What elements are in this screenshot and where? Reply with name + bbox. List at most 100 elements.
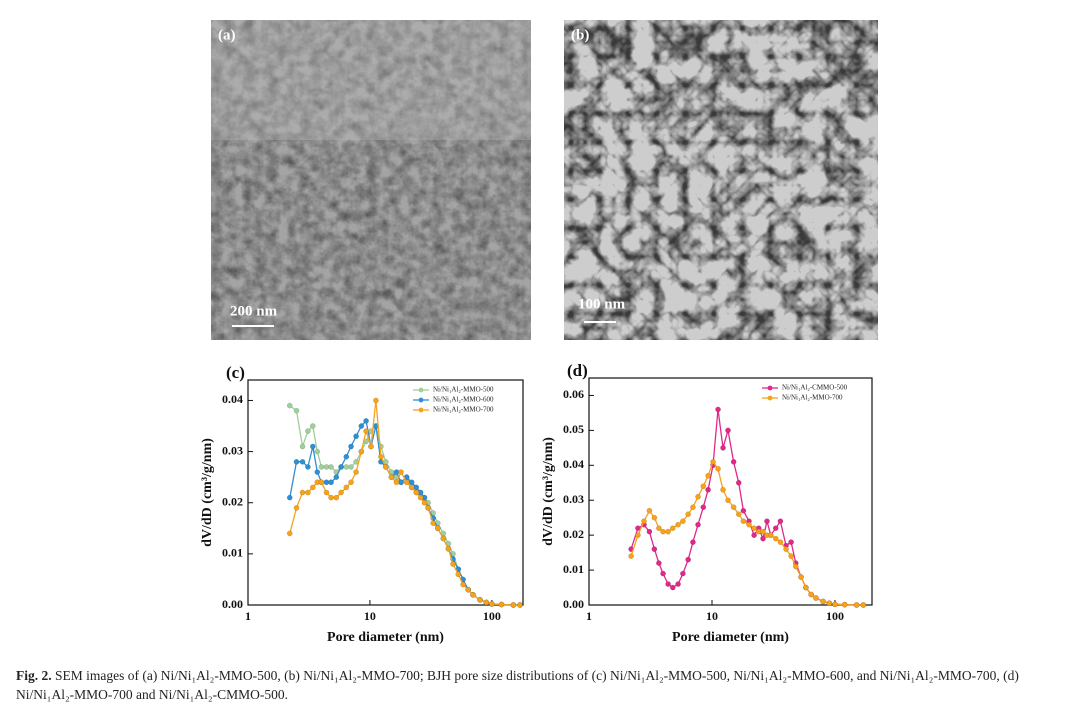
data-point <box>751 532 757 538</box>
data-point <box>338 464 344 470</box>
data-point <box>299 443 306 450</box>
legend-marker <box>418 397 424 403</box>
data-point <box>656 560 662 566</box>
legend-marker <box>767 395 773 401</box>
data-point <box>730 459 737 465</box>
data-point <box>740 518 747 524</box>
data-point <box>393 479 400 486</box>
data-point <box>517 602 523 608</box>
y-tick-label: 0.05 <box>563 422 584 436</box>
data-point <box>293 407 300 414</box>
data-point <box>860 602 867 608</box>
legend-label: Ni/Ni₁Al₂-MMO-500 <box>433 386 494 394</box>
chart: 0.00 0.01 0.02 0.03 0.04 1 10 100 Pore diameter … <box>200 363 524 645</box>
data-point <box>680 518 686 524</box>
data-point <box>853 602 860 608</box>
data-point <box>730 504 737 511</box>
data-point <box>675 581 681 587</box>
y-tick-label: 0.02 <box>222 494 243 508</box>
legend-label: Ni/Ni₁Al₂-MMO-700 <box>433 406 494 414</box>
x-tick-label: 100 <box>483 609 501 623</box>
x-axis-title: Pore diameter (nm) <box>327 630 444 645</box>
data-point <box>460 581 466 588</box>
data-point <box>378 453 384 460</box>
data-point <box>450 561 456 567</box>
data-point <box>358 448 365 455</box>
data-point <box>788 553 794 559</box>
data-point <box>343 453 350 460</box>
data-point <box>808 591 814 598</box>
data-point <box>695 521 701 528</box>
data-point <box>767 532 774 538</box>
data-point <box>783 546 789 552</box>
x-tick-label: 100 <box>826 609 844 623</box>
y-tick-label: 0.06 <box>563 387 584 401</box>
data-point <box>820 598 826 605</box>
data-point <box>305 464 311 470</box>
data-point <box>720 445 726 451</box>
data-point <box>665 528 671 535</box>
data-point <box>826 600 833 607</box>
y-axis-title: dV/dD (cm³/g/nm) <box>200 438 215 547</box>
data-point <box>695 493 701 500</box>
data-point <box>358 423 365 429</box>
data-point <box>318 479 325 486</box>
data-point <box>788 539 794 545</box>
data-point <box>314 448 321 455</box>
plot-frame <box>247 379 524 606</box>
data-point <box>305 489 311 496</box>
y-tick-label: 0.04 <box>563 457 584 471</box>
data-point <box>680 570 686 577</box>
data-point <box>772 525 779 531</box>
data-point <box>299 459 306 465</box>
data-point <box>445 545 452 552</box>
data-point <box>388 474 395 480</box>
data-point <box>489 601 495 607</box>
data-point <box>760 528 766 535</box>
data-point <box>705 472 711 479</box>
data-point <box>363 428 369 434</box>
image-label: (b) <box>571 27 589 43</box>
data-point <box>510 602 517 608</box>
data-point <box>286 530 293 537</box>
y-tick-label: 0.00 <box>222 597 243 611</box>
y-axis-title: dV/dD (cm³/g/nm) <box>541 437 556 546</box>
data-point <box>705 486 711 493</box>
y-tick-label: 0.00 <box>563 597 584 611</box>
data-point <box>660 570 666 577</box>
data-point <box>498 601 505 608</box>
data-point <box>455 571 462 578</box>
sem-image-b: (b) 100 nm <box>564 20 878 340</box>
data-point <box>310 484 316 491</box>
y-tick-label: 0.02 <box>563 527 584 541</box>
panel-label: (d) <box>567 361 588 380</box>
data-point <box>348 464 354 470</box>
plot-frame <box>588 377 873 606</box>
data-point <box>725 427 731 434</box>
legend-marker <box>418 387 424 393</box>
data-point <box>383 464 389 470</box>
data-point <box>310 443 316 450</box>
data-point <box>293 505 300 511</box>
data-point <box>772 535 779 542</box>
series-line <box>630 409 864 606</box>
data-point <box>353 469 359 475</box>
data-point <box>777 539 784 545</box>
data-point <box>690 504 696 511</box>
x-tick-label: 1 <box>245 609 251 623</box>
data-point <box>470 591 476 598</box>
data-point <box>286 494 293 501</box>
data-point <box>293 459 300 465</box>
data-point <box>715 406 721 413</box>
caption: Fig. 2. SEM images of (a) Ni/Ni₁Al₂-MMO-… <box>16 666 1066 704</box>
data-point <box>700 504 707 511</box>
data-point <box>333 494 340 501</box>
panel-label: (c) <box>226 363 245 382</box>
data-point <box>720 486 726 493</box>
data-point <box>646 507 653 514</box>
x-tick-label: 10 <box>364 609 376 623</box>
data-point <box>690 539 696 545</box>
data-point <box>373 397 379 404</box>
scale-bar-label: 100 nm <box>578 296 626 312</box>
